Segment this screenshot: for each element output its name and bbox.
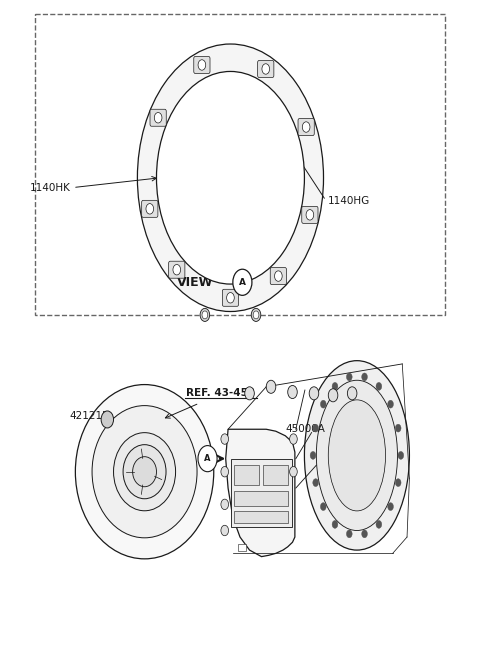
Circle shape — [221, 499, 228, 510]
Ellipse shape — [123, 445, 166, 499]
Bar — [238, 544, 246, 552]
Circle shape — [200, 308, 210, 321]
Ellipse shape — [114, 433, 176, 511]
Bar — [234, 465, 259, 485]
Circle shape — [198, 445, 217, 472]
FancyBboxPatch shape — [168, 261, 185, 278]
Circle shape — [221, 466, 228, 477]
FancyBboxPatch shape — [150, 110, 166, 126]
Bar — [35, 14, 445, 315]
Circle shape — [388, 400, 394, 408]
Polygon shape — [231, 459, 291, 527]
Circle shape — [221, 434, 228, 444]
Circle shape — [251, 308, 261, 321]
Circle shape — [328, 389, 338, 402]
Circle shape — [154, 113, 162, 123]
Text: 1140HG: 1140HG — [328, 195, 371, 205]
Circle shape — [313, 479, 319, 487]
Circle shape — [146, 203, 154, 214]
Circle shape — [376, 520, 382, 528]
Circle shape — [321, 400, 326, 408]
Circle shape — [198, 60, 206, 70]
Polygon shape — [226, 429, 295, 557]
Circle shape — [289, 434, 297, 444]
Circle shape — [313, 424, 319, 432]
Circle shape — [227, 293, 234, 303]
FancyBboxPatch shape — [222, 289, 239, 306]
Circle shape — [347, 373, 352, 381]
Text: 45000A: 45000A — [286, 424, 326, 434]
Circle shape — [221, 525, 228, 536]
Circle shape — [101, 411, 114, 428]
FancyBboxPatch shape — [270, 268, 287, 285]
Ellipse shape — [132, 457, 156, 487]
Circle shape — [321, 502, 326, 510]
Circle shape — [202, 311, 208, 319]
Ellipse shape — [316, 380, 397, 531]
Text: VIEW: VIEW — [178, 276, 214, 289]
FancyBboxPatch shape — [194, 56, 210, 73]
FancyBboxPatch shape — [142, 200, 158, 217]
Bar — [263, 465, 288, 485]
Circle shape — [266, 380, 276, 394]
Circle shape — [275, 271, 282, 281]
Text: REF. 43-453: REF. 43-453 — [186, 388, 255, 398]
Ellipse shape — [137, 44, 324, 312]
Circle shape — [396, 479, 401, 487]
Circle shape — [253, 311, 259, 319]
Circle shape — [398, 451, 404, 459]
Circle shape — [233, 269, 252, 295]
Circle shape — [302, 122, 310, 133]
Circle shape — [332, 382, 338, 390]
Circle shape — [348, 387, 357, 400]
Circle shape — [396, 424, 401, 432]
Circle shape — [245, 387, 254, 400]
Circle shape — [173, 264, 180, 275]
Circle shape — [289, 466, 297, 477]
FancyBboxPatch shape — [298, 119, 314, 136]
Text: 42121B: 42121B — [70, 411, 110, 421]
Circle shape — [376, 382, 382, 390]
Ellipse shape — [75, 384, 214, 559]
Bar — [234, 511, 288, 523]
FancyBboxPatch shape — [258, 60, 274, 77]
Ellipse shape — [92, 405, 197, 538]
Circle shape — [310, 451, 316, 459]
Circle shape — [332, 520, 338, 528]
FancyBboxPatch shape — [302, 207, 318, 223]
Ellipse shape — [156, 72, 304, 284]
Circle shape — [347, 530, 352, 538]
Circle shape — [388, 502, 394, 510]
Circle shape — [362, 373, 367, 381]
Bar — [234, 491, 288, 506]
Circle shape — [306, 210, 314, 220]
Ellipse shape — [304, 361, 409, 550]
Text: A: A — [239, 277, 246, 287]
Ellipse shape — [328, 400, 385, 511]
Text: A: A — [204, 454, 211, 463]
Circle shape — [362, 530, 367, 538]
Circle shape — [309, 387, 319, 400]
Text: 1140HK: 1140HK — [30, 182, 71, 193]
Circle shape — [262, 64, 270, 74]
Circle shape — [288, 386, 297, 399]
